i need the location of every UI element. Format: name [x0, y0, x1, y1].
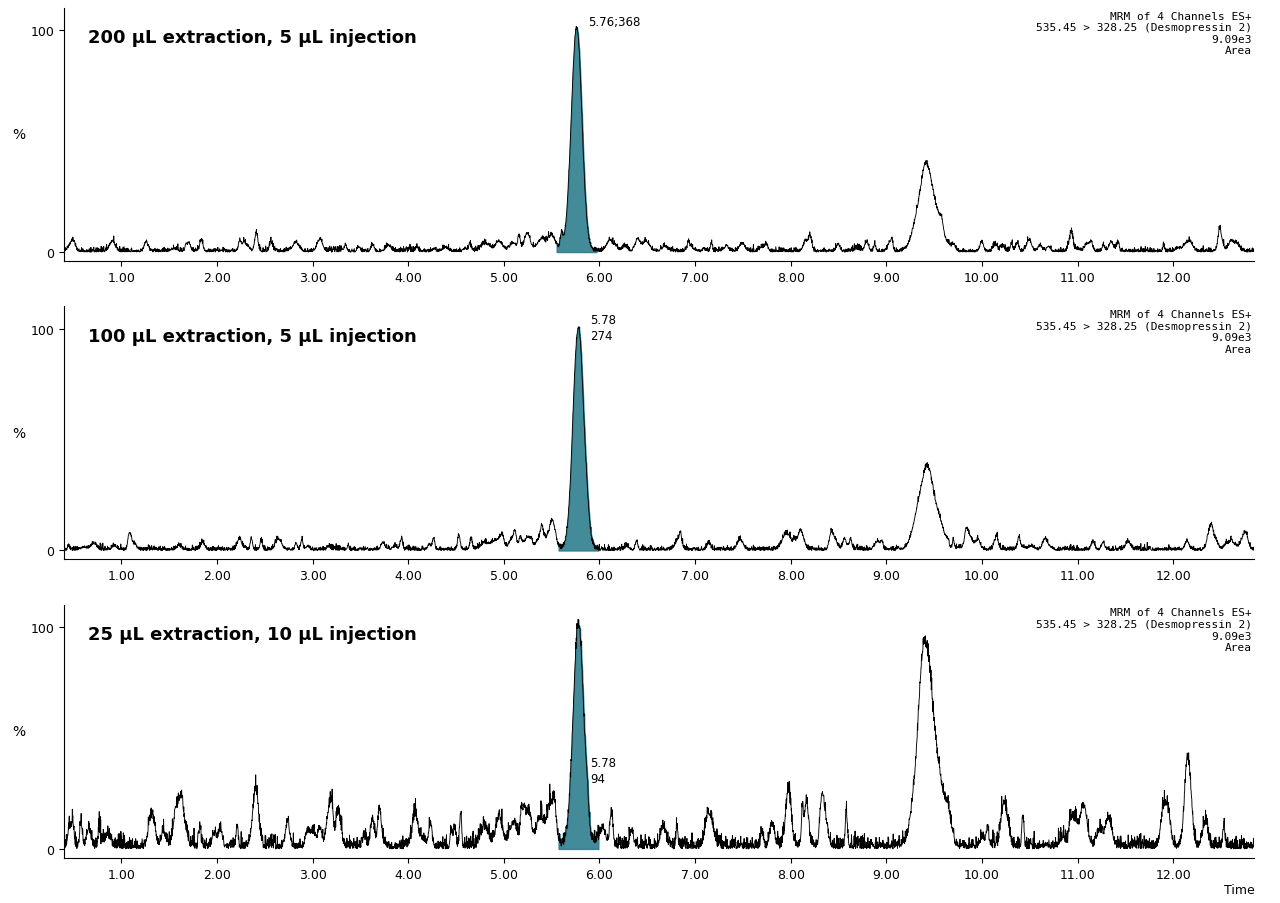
Text: 25 μL extraction, 10 μL injection: 25 μL extraction, 10 μL injection — [88, 626, 416, 644]
Text: MRM of 4 Channels ES+
535.45 > 328.25 (Desmopressin 2)
9.09e3
Area: MRM of 4 Channels ES+ 535.45 > 328.25 (D… — [1036, 12, 1252, 56]
Text: 94: 94 — [590, 772, 605, 785]
Text: 5.78: 5.78 — [590, 756, 616, 769]
Text: Time: Time — [1224, 883, 1254, 896]
Y-axis label: %: % — [13, 128, 26, 143]
Text: MRM of 4 Channels ES+
535.45 > 328.25 (Desmopressin 2)
9.09e3
Area: MRM of 4 Channels ES+ 535.45 > 328.25 (D… — [1036, 608, 1252, 653]
Text: 5.78: 5.78 — [590, 314, 616, 327]
Text: 200 μL extraction, 5 μL injection: 200 μL extraction, 5 μL injection — [88, 29, 416, 47]
Text: MRM of 4 Channels ES+
535.45 > 328.25 (Desmopressin 2)
9.09e3
Area: MRM of 4 Channels ES+ 535.45 > 328.25 (D… — [1036, 310, 1252, 354]
Text: 5.76;368: 5.76;368 — [588, 16, 640, 29]
Text: 274: 274 — [590, 330, 612, 342]
Y-axis label: %: % — [13, 426, 26, 441]
Y-axis label: %: % — [13, 724, 26, 739]
Text: 100 μL extraction, 5 μL injection: 100 μL extraction, 5 μL injection — [88, 327, 416, 345]
